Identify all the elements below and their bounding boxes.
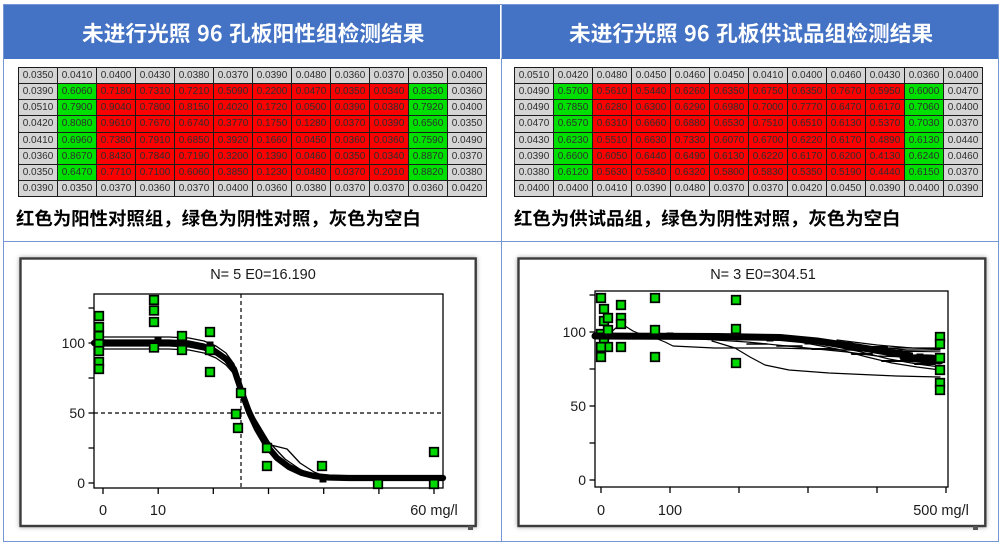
svg-text:100: 100 [62, 335, 86, 351]
svg-text:N= 5 E0=16.190: N= 5 E0=16.190 [210, 267, 316, 283]
svg-text:100: 100 [563, 324, 587, 340]
svg-text:500 mg/l: 500 mg/l [913, 503, 969, 519]
svg-text:0: 0 [99, 503, 107, 519]
svg-text:0: 0 [597, 503, 605, 519]
svg-text:10: 10 [150, 503, 166, 519]
svg-text:50: 50 [570, 398, 586, 414]
svg-text:0: 0 [578, 472, 586, 488]
svg-text:N= 3 E0=304.51: N= 3 E0=304.51 [710, 267, 816, 283]
svg-text:50: 50 [69, 405, 85, 421]
svg-text:100: 100 [658, 503, 682, 519]
svg-text:60 mg/l: 60 mg/l [410, 503, 458, 519]
svg-text:0: 0 [77, 475, 85, 491]
